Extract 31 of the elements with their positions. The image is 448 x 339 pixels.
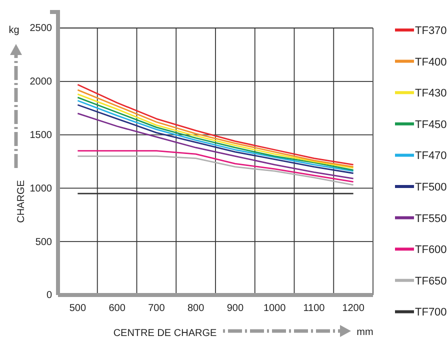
text: kg	[8, 25, 20, 36]
x-tick-label: 600	[108, 303, 126, 314]
x-tick-label: 1100	[303, 303, 326, 314]
x-tick-label: 1200	[342, 303, 365, 314]
x-tick-label: 500	[69, 303, 86, 314]
legend-label: TF500	[415, 182, 447, 194]
legend-label: TF450	[415, 118, 447, 131]
y-tick-label: 500	[35, 236, 52, 248]
x-tick-label: 900	[226, 303, 244, 314]
legend-label: TF400	[415, 56, 447, 68]
x-axis-title: CENTRE DE CHARGE	[113, 328, 217, 339]
x-tick-label: 1000	[263, 303, 286, 314]
line-series	[76, 112, 354, 180]
y-tick-label: 1500	[30, 130, 52, 141]
legend-label: TF650	[415, 275, 447, 288]
y-tick-label: 0	[46, 290, 52, 302]
x-tick-label: 700	[148, 303, 166, 314]
line-series	[76, 150, 354, 182]
legend-label: TF550	[415, 212, 447, 225]
y-tick-label: 2500	[30, 23, 52, 34]
y-tick-label: 1000	[30, 183, 52, 194]
legend-label: TF600	[415, 244, 447, 256]
legend-label: TF430	[415, 88, 447, 100]
legend-label: TF700	[415, 306, 447, 319]
x-tick-label: 800	[187, 303, 205, 314]
legend-label: TF370	[415, 25, 447, 37]
text: mm	[356, 327, 374, 338]
y-tick-label: 2000	[30, 76, 52, 88]
y-axis-title: CHARGE	[16, 180, 27, 223]
line-series	[76, 155, 354, 186]
legend-label: TF470	[415, 150, 447, 162]
